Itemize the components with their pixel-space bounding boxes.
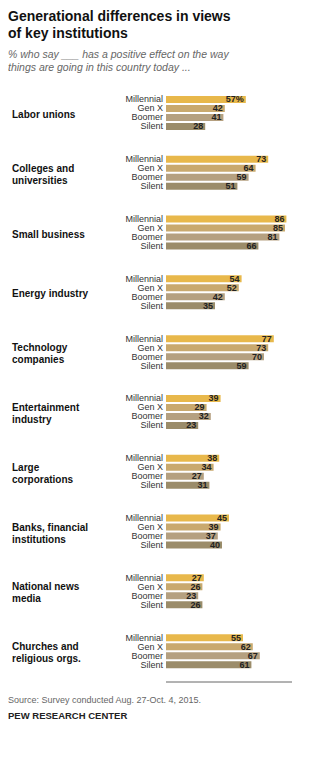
svg-text:Labor unions: Labor unions xyxy=(12,108,76,119)
svg-text:Millennial: Millennial xyxy=(125,453,163,464)
svg-text:26: 26 xyxy=(190,600,200,610)
svg-text:Colleges anduniversities: Colleges anduniversities xyxy=(12,162,74,185)
svg-text:39: 39 xyxy=(209,393,219,403)
svg-text:Silent: Silent xyxy=(140,301,163,311)
svg-text:64: 64 xyxy=(243,163,254,174)
svg-text:Gen X: Gen X xyxy=(137,641,163,652)
svg-text:51: 51 xyxy=(225,181,235,191)
svg-text:38: 38 xyxy=(207,453,218,464)
svg-text:29: 29 xyxy=(194,402,205,413)
svg-text:Boomer: Boomer xyxy=(131,471,163,482)
svg-text:Small business: Small business xyxy=(12,228,85,239)
svg-text:Boomer: Boomer xyxy=(131,590,163,601)
svg-text:Energy industry: Energy industry xyxy=(12,288,89,299)
svg-text:Boomer: Boomer xyxy=(131,531,163,542)
svg-text:34: 34 xyxy=(202,462,212,472)
svg-text:42: 42 xyxy=(212,103,223,114)
svg-text:Millennial: Millennial xyxy=(125,513,163,524)
svg-text:Gen X: Gen X xyxy=(137,402,163,413)
svg-text:Millennial: Millennial xyxy=(125,154,163,165)
svg-text:40: 40 xyxy=(210,540,220,550)
svg-text:73: 73 xyxy=(256,154,266,164)
svg-text:Silent: Silent xyxy=(140,121,163,131)
svg-text:Millennial: Millennial xyxy=(125,94,163,105)
svg-text:Millennial: Millennial xyxy=(125,632,163,643)
svg-text:Silent: Silent xyxy=(140,181,163,191)
svg-text:Boomer: Boomer xyxy=(131,351,163,362)
svg-text:Entertainmentindustry: Entertainmentindustry xyxy=(12,401,80,424)
svg-text:Gen X: Gen X xyxy=(137,282,163,293)
svg-text:35: 35 xyxy=(203,301,213,311)
svg-text:70: 70 xyxy=(252,352,262,362)
svg-text:Gen X: Gen X xyxy=(137,342,163,353)
svg-text:Boomer: Boomer xyxy=(131,172,163,183)
svg-text:Gen X: Gen X xyxy=(137,163,163,174)
svg-text:52: 52 xyxy=(227,283,237,293)
svg-text:39: 39 xyxy=(208,522,219,533)
svg-text:Millennial: Millennial xyxy=(125,333,163,344)
svg-text:27: 27 xyxy=(191,572,202,583)
svg-text:45: 45 xyxy=(217,513,227,524)
svg-text:Millennial: Millennial xyxy=(125,273,163,284)
svg-text:59: 59 xyxy=(237,361,247,371)
svg-text:Gen X: Gen X xyxy=(137,223,163,234)
html-text:% who say ___ has a positive e: % who say ___ has a positive effect on t… xyxy=(8,48,229,73)
svg-text:67: 67 xyxy=(247,650,258,661)
svg-text:42: 42 xyxy=(213,292,223,302)
svg-text:26: 26 xyxy=(190,581,201,592)
svg-text:Silent: Silent xyxy=(140,600,163,610)
svg-text:Silent: Silent xyxy=(140,660,163,670)
svg-text:Largecorporations: Largecorporations xyxy=(12,461,74,484)
svg-text:Gen X: Gen X xyxy=(137,581,163,592)
svg-text:23: 23 xyxy=(186,420,196,430)
svg-text:Boomer: Boomer xyxy=(131,232,163,243)
html-text:Generational differences in vi: Generational differences in views of key… xyxy=(8,8,231,41)
svg-text:Silent: Silent xyxy=(140,480,163,490)
svg-text:Churches andreligious orgs.: Churches andreligious orgs. xyxy=(12,641,81,664)
svg-text:Boomer: Boomer xyxy=(131,112,163,123)
svg-text:61: 61 xyxy=(239,660,249,670)
svg-text:Silent: Silent xyxy=(140,241,163,251)
svg-text:77: 77 xyxy=(261,333,272,344)
html-text:PEW RESEARCH CENTER: PEW RESEARCH CENTER xyxy=(8,710,128,721)
svg-text:Millennial: Millennial xyxy=(125,393,163,404)
svg-text:32: 32 xyxy=(199,411,209,421)
svg-text:27: 27 xyxy=(191,471,202,482)
svg-text:31: 31 xyxy=(197,480,207,490)
svg-text:National newsmedia: National newsmedia xyxy=(12,581,80,604)
svg-text:Gen X: Gen X xyxy=(137,462,163,473)
svg-text:41: 41 xyxy=(211,112,221,122)
svg-text:Boomer: Boomer xyxy=(131,291,163,302)
svg-text:86: 86 xyxy=(274,214,285,225)
svg-text:Gen X: Gen X xyxy=(137,522,163,533)
svg-text:62: 62 xyxy=(240,641,251,652)
svg-text:55: 55 xyxy=(231,633,241,643)
svg-text:Silent: Silent xyxy=(140,420,163,430)
svg-text:57%: 57% xyxy=(226,94,244,104)
svg-text:Millennial: Millennial xyxy=(125,572,163,583)
svg-text:73: 73 xyxy=(256,342,267,353)
svg-text:Banks, financialinstitutions: Banks, financialinstitutions xyxy=(12,521,88,544)
svg-text:59: 59 xyxy=(237,172,247,182)
svg-text:Boomer: Boomer xyxy=(131,411,163,422)
html-text:Source: Survey conducted Aug.: Source: Survey conducted Aug. 27-Oct. 4,… xyxy=(8,695,202,705)
svg-text:66: 66 xyxy=(246,241,256,251)
svg-text:37: 37 xyxy=(205,531,216,542)
svg-text:81: 81 xyxy=(267,232,277,242)
svg-text:Gen X: Gen X xyxy=(137,103,163,114)
svg-text:Boomer: Boomer xyxy=(131,650,163,661)
svg-text:Silent: Silent xyxy=(140,540,163,550)
svg-text:Silent: Silent xyxy=(140,361,163,371)
svg-text:23: 23 xyxy=(186,590,197,601)
svg-text:28: 28 xyxy=(193,121,203,131)
svg-text:54: 54 xyxy=(229,273,240,284)
svg-text:Millennial: Millennial xyxy=(125,214,163,225)
svg-text:85: 85 xyxy=(273,223,283,234)
svg-text:Technologycompanies: Technologycompanies xyxy=(12,342,68,365)
